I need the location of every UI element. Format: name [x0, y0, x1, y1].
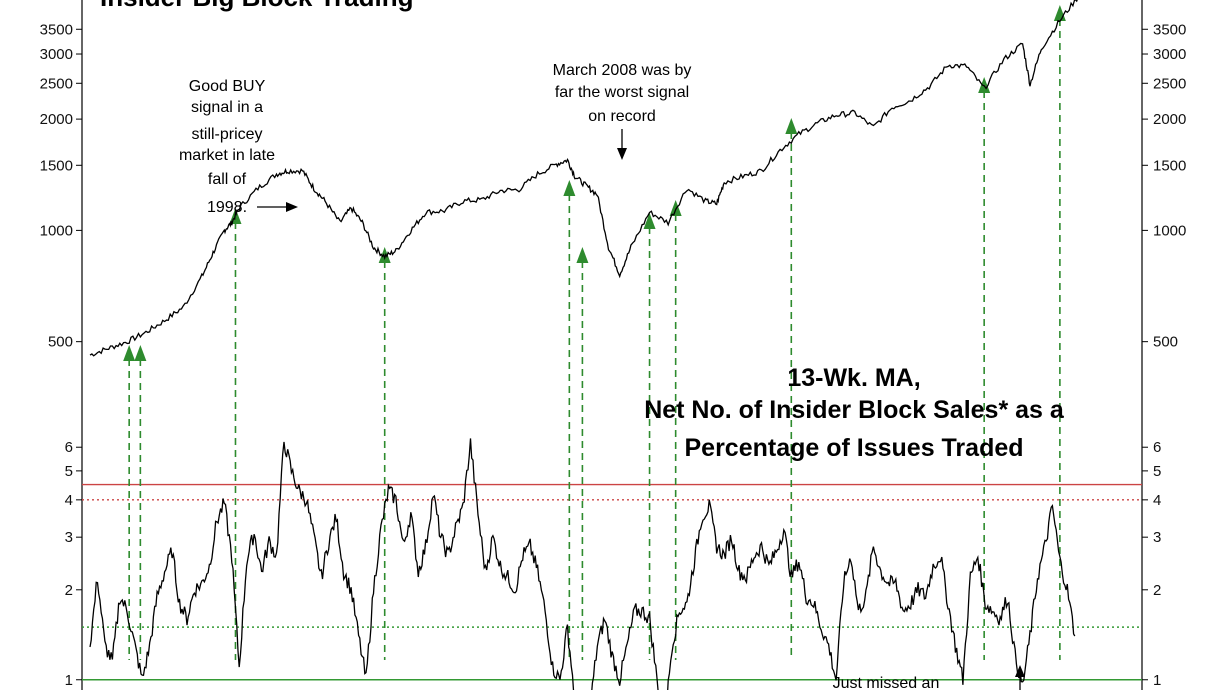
indicator-title-line-1: 13-Wk. MA,	[787, 364, 920, 392]
price-tick-label-right-2000: 2000	[1153, 111, 1186, 128]
annotation-1998-line-1: Good BUY	[189, 78, 266, 95]
price-tick-label-right-500: 500	[1153, 334, 1178, 351]
indicator-tick-label-left-2: 2	[65, 582, 73, 599]
price-series-line	[89, 0, 1078, 357]
annotation-1998-line-3: still-pricey	[191, 126, 262, 143]
signal-arrow-1	[134, 345, 147, 361]
price-tick-label-left-500: 500	[48, 334, 73, 351]
signal-arrow-0	[123, 345, 136, 361]
reference-lines	[82, 483, 1142, 681]
price-tick-label-left-1000: 1000	[40, 222, 73, 239]
price-tick-label-left-3000: 3000	[40, 46, 73, 63]
signal-arrow-6	[643, 213, 656, 229]
annotation-2008-line-2: far the worst signal	[555, 84, 689, 101]
signal-arrow-9	[978, 77, 991, 93]
annotation-missed-arrowhead	[1015, 665, 1025, 677]
price-tick-label-left-1500: 1500	[40, 157, 73, 174]
indicator-title-line-2: Net No. of Insider Block Sales* as a	[644, 396, 1065, 424]
indicator-tick-label-left-4: 4	[65, 492, 73, 509]
price-tick-label-right-2500: 2500	[1153, 75, 1186, 92]
chart-title: Insider Big Block Trading	[100, 0, 414, 12]
indicator-tick-label-right-5: 5	[1153, 463, 1161, 480]
indicator-tick-label-right-3: 3	[1153, 529, 1161, 546]
signal-arrow-5	[576, 247, 589, 263]
price-tick-label-left-2000: 2000	[40, 111, 73, 128]
annotation-1998-line-4: market in late	[179, 147, 275, 164]
price-tick-label-right-3000: 3000	[1153, 46, 1186, 63]
annotation-1998-line-6: 1998.	[207, 199, 247, 216]
annotation-1998-arrowhead	[286, 202, 298, 212]
annotation-2008-line-1: March 2008 was by	[553, 62, 692, 79]
annotation-1998-line-5: fall of	[208, 171, 247, 188]
annotation-just-missed: Just missed an	[833, 665, 1025, 690]
indicator-series-line	[89, 438, 1076, 690]
price-tick-label-right-3500: 3500	[1153, 21, 1186, 38]
indicator-title-line-3: Percentage of Issues Traded	[684, 434, 1023, 462]
annotation-march-2008: March 2008 was by far the worst signal o…	[553, 62, 692, 160]
signal-arrows	[123, 5, 1066, 660]
annotation-missed-line-1: Just missed an	[833, 675, 940, 690]
indicator-tick-label-right-4: 4	[1153, 492, 1161, 509]
price-tick-label-right-1000: 1000	[1153, 222, 1186, 239]
signal-arrow-8	[785, 118, 798, 134]
indicator-tick-label-right-1: 1	[1153, 672, 1161, 689]
indicator-tick-label-left-1: 1	[65, 672, 73, 689]
annotation-1998-line-2: signal in a	[191, 99, 263, 116]
axis-ticks: 500 500 1000 1000 1500 1500 2000 2000 2500 2500 30…	[40, 21, 1187, 688]
indicator-title: 13-Wk. MA, Net No. of Insider Block Sale…	[644, 364, 1065, 462]
annotation-2008-line-3: on record	[588, 108, 656, 125]
signal-arrow-4	[563, 180, 576, 196]
price-tick-label-right-1500: 1500	[1153, 157, 1186, 174]
annotation-2008-arrowhead	[617, 148, 627, 160]
indicator-tick-label-right-2: 2	[1153, 582, 1161, 599]
annotation-buy-1998: Good BUY signal in a still-pricey market…	[179, 78, 298, 216]
price-tick-label-left-3500: 3500	[40, 21, 73, 38]
signal-arrow-7	[669, 200, 682, 216]
indicator-tick-label-left-6: 6	[65, 439, 73, 456]
indicator-tick-label-left-3: 3	[65, 529, 73, 546]
price-tick-label-left-2500: 2500	[40, 75, 73, 92]
indicator-tick-label-right-6: 6	[1153, 439, 1161, 456]
indicator-tick-label-left-5: 5	[65, 463, 73, 480]
signal-arrow-3	[378, 247, 391, 263]
